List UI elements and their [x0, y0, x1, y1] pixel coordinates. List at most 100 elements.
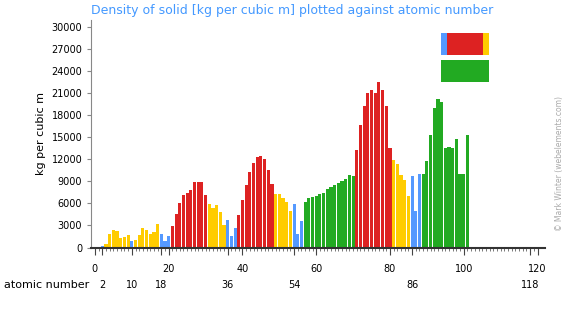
Bar [245, 185, 248, 248]
Text: 18: 18 [155, 280, 168, 290]
Bar [223, 225, 226, 248]
Text: 40: 40 [236, 264, 249, 274]
Text: 20: 20 [162, 264, 175, 274]
Bar [104, 243, 107, 248]
Bar [451, 148, 454, 248]
Bar [459, 60, 465, 82]
Bar [259, 156, 263, 248]
Bar [367, 93, 369, 248]
Bar [447, 60, 452, 82]
Bar [130, 241, 133, 248]
Bar [289, 211, 292, 248]
Bar [389, 148, 392, 248]
Bar [226, 220, 229, 248]
Bar [193, 182, 196, 248]
Bar [175, 214, 177, 248]
Bar [171, 226, 174, 248]
Bar [189, 190, 193, 248]
Bar [484, 60, 490, 82]
Bar [237, 215, 240, 248]
Bar [270, 184, 274, 248]
Bar [108, 234, 111, 248]
Bar [466, 135, 469, 248]
Bar [447, 33, 452, 55]
Text: 86: 86 [406, 280, 418, 290]
Bar [256, 157, 259, 248]
Bar [322, 193, 325, 248]
Bar [145, 230, 148, 248]
Bar [97, 247, 100, 248]
Bar [471, 33, 477, 55]
Bar [407, 196, 410, 248]
Bar [414, 211, 418, 248]
Text: atomic number: atomic number [4, 280, 89, 290]
Bar [477, 33, 483, 55]
Bar [348, 175, 351, 248]
Bar [115, 231, 119, 248]
Bar [148, 234, 152, 248]
Bar [351, 176, 355, 248]
Bar [465, 60, 471, 82]
Bar [285, 202, 288, 248]
Bar [422, 174, 425, 248]
Text: 0: 0 [92, 264, 98, 274]
Text: 36: 36 [222, 280, 234, 290]
Bar [381, 90, 384, 248]
Bar [453, 60, 459, 82]
Bar [453, 33, 459, 55]
Bar [252, 163, 255, 248]
Bar [208, 204, 211, 248]
Bar [418, 174, 421, 248]
Bar [385, 106, 388, 248]
Bar [215, 205, 218, 248]
Bar [274, 194, 277, 248]
Bar [326, 189, 329, 248]
Bar [142, 228, 144, 248]
Bar [433, 107, 436, 248]
Bar [248, 172, 251, 248]
Bar [471, 60, 477, 82]
Bar [455, 139, 458, 248]
Y-axis label: kg per cubic m: kg per cubic m [36, 92, 46, 175]
Text: 60: 60 [310, 264, 322, 274]
Bar [119, 238, 122, 248]
Bar [441, 33, 447, 55]
Bar [425, 161, 429, 248]
Bar [204, 195, 207, 248]
Bar [211, 209, 215, 248]
Bar [403, 180, 407, 248]
Bar [241, 200, 244, 248]
Bar [344, 179, 347, 248]
Bar [362, 106, 366, 248]
Bar [378, 82, 380, 248]
Bar [263, 159, 266, 248]
Text: 118: 118 [521, 280, 539, 290]
Bar [440, 102, 443, 248]
Bar [459, 174, 462, 248]
Bar [137, 235, 141, 248]
Bar [186, 192, 188, 248]
Bar [462, 175, 465, 248]
Bar [219, 212, 222, 248]
Bar [444, 148, 447, 248]
Text: 2: 2 [99, 280, 106, 290]
Text: 120: 120 [528, 264, 547, 274]
Bar [392, 160, 395, 248]
Bar [411, 176, 414, 248]
Bar [307, 198, 310, 248]
Bar [178, 203, 182, 248]
Bar [374, 93, 377, 248]
Bar [355, 150, 358, 248]
Bar [167, 236, 171, 248]
Bar [311, 197, 314, 248]
Bar [156, 224, 159, 248]
Bar [267, 170, 270, 248]
Bar [123, 237, 126, 248]
Bar [112, 230, 115, 248]
Bar [153, 232, 155, 248]
Bar [441, 60, 447, 82]
Bar [182, 195, 185, 248]
Bar [370, 90, 373, 248]
Bar [234, 228, 237, 248]
Bar [197, 182, 200, 248]
